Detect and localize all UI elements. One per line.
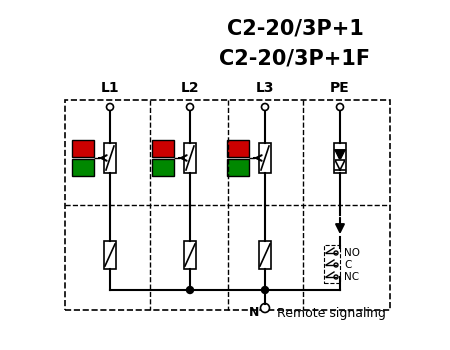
Text: NC: NC bbox=[344, 272, 359, 282]
Text: L1: L1 bbox=[101, 81, 119, 95]
Bar bbox=[65, 100, 390, 310]
Circle shape bbox=[337, 104, 343, 111]
Bar bbox=[259, 143, 271, 173]
Text: PE: PE bbox=[330, 81, 350, 95]
Circle shape bbox=[261, 104, 269, 111]
Bar bbox=[259, 241, 271, 269]
Circle shape bbox=[107, 104, 113, 111]
Text: L3: L3 bbox=[256, 81, 274, 95]
Bar bbox=[227, 159, 249, 176]
Text: C2-20/3P+1: C2-20/3P+1 bbox=[226, 18, 364, 38]
Bar bbox=[334, 143, 346, 173]
Bar bbox=[72, 140, 94, 157]
Bar bbox=[324, 245, 340, 283]
Bar bbox=[152, 140, 174, 157]
Circle shape bbox=[186, 287, 194, 294]
Polygon shape bbox=[335, 150, 345, 160]
Bar bbox=[184, 241, 196, 269]
Text: L2: L2 bbox=[181, 81, 199, 95]
Circle shape bbox=[261, 303, 270, 313]
Text: N: N bbox=[248, 307, 259, 320]
Text: Remote signaling: Remote signaling bbox=[277, 307, 386, 320]
Circle shape bbox=[334, 251, 338, 255]
Bar bbox=[227, 140, 249, 157]
Polygon shape bbox=[335, 160, 345, 170]
Circle shape bbox=[334, 275, 338, 279]
Circle shape bbox=[261, 287, 269, 294]
Circle shape bbox=[334, 263, 338, 267]
Bar bbox=[104, 143, 116, 173]
Text: C2-20/3P+1F: C2-20/3P+1F bbox=[220, 48, 370, 68]
Bar bbox=[72, 159, 94, 176]
Circle shape bbox=[186, 104, 194, 111]
Text: C: C bbox=[344, 260, 351, 270]
Bar bbox=[184, 143, 196, 173]
Bar bbox=[152, 159, 174, 176]
Text: NO: NO bbox=[344, 248, 360, 258]
Bar bbox=[104, 241, 116, 269]
